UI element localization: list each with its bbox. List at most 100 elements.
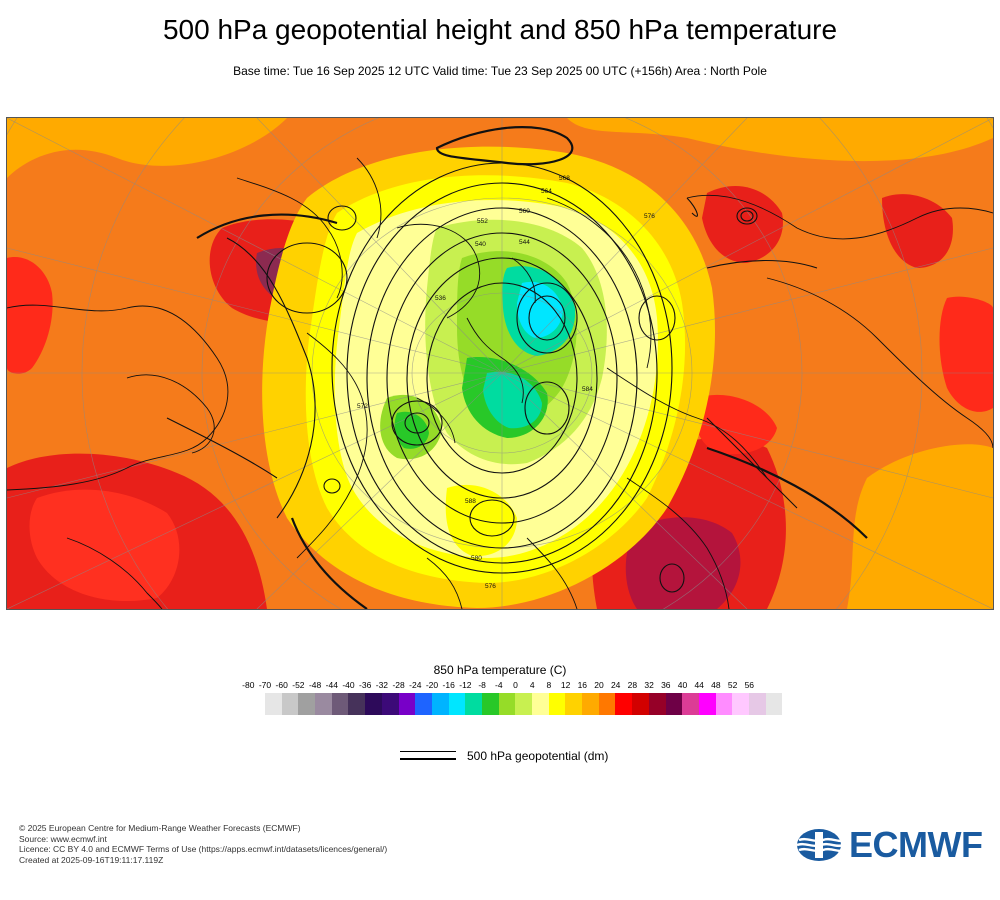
colorbar-tick-label: -4 — [495, 680, 503, 690]
temp-band-12 — [847, 444, 993, 609]
colorbar-tick-label: 24 — [610, 680, 621, 690]
colorbar-swatch — [348, 693, 366, 715]
contour-label: 568 — [559, 175, 570, 182]
contour-labels: 536 540 544 552 560 564 568 576 584 588 … — [357, 175, 655, 590]
ecmwf-logo[interactable]: ECMWF — [795, 824, 985, 865]
colorbar-tick-label: 8 — [546, 680, 552, 690]
temp-band-12 — [567, 118, 993, 162]
colorbar-swatch — [582, 693, 599, 715]
colorbar-swatch — [381, 693, 399, 715]
colorbar-tick-label: -36 — [359, 680, 372, 690]
footer-credits: © 2025 European Centre for Medium-Range … — [19, 823, 387, 865]
coastlines — [7, 157, 993, 609]
colorbar-swatch — [515, 693, 532, 715]
colorbar-swatch — [565, 693, 583, 715]
temp-band-minus16 — [517, 281, 563, 338]
colorbar-swatch — [431, 693, 449, 715]
chart-title: 500 hPa geopotential height and 850 hPa … — [162, 14, 838, 45]
map-canvas: 536 540 544 552 560 564 568 576 584 588 … — [7, 118, 993, 609]
colorbar-tick-label: -24 — [409, 680, 422, 690]
contour-label: 588 — [465, 498, 476, 505]
hot-region — [29, 489, 180, 602]
colorbar-tick-label: -12 — [459, 680, 472, 690]
contour-label: 576 — [485, 583, 496, 590]
contour-label: 544 — [519, 239, 530, 246]
temp-band-12 — [7, 118, 287, 178]
colorbar-swatch — [331, 693, 349, 715]
colorbar-swatch — [315, 693, 332, 715]
colorbar-tick-label: 56 — [744, 680, 755, 690]
contour-label: 576 — [644, 213, 655, 220]
colorbar-swatch — [298, 693, 316, 715]
hot-region — [702, 185, 783, 263]
contour-label: 552 — [477, 218, 488, 225]
colorbar-swatch — [481, 693, 499, 715]
colorbar-tick-label: 40 — [677, 680, 688, 690]
contour-label: 536 — [435, 295, 446, 302]
contour-label: 540 — [475, 241, 486, 248]
colorbar-tick-label: -8 — [478, 680, 486, 690]
colorbar-swatch — [682, 693, 699, 715]
colorbar-tick-label: 36 — [661, 680, 671, 690]
geopotential-legend-swatch — [400, 748, 456, 762]
colorbar-swatch — [532, 693, 549, 715]
very-hot-region — [625, 517, 741, 609]
colorbar-tick-label: -32 — [375, 680, 389, 690]
copyright-line: © 2025 European Centre for Medium-Range … — [19, 823, 301, 833]
colorbar-swatch — [648, 693, 666, 715]
colorbar-tick-label: 48 — [711, 680, 721, 690]
colorbar-tick-label: 4 — [529, 680, 535, 690]
colorbar-title: 850 hPa temperature (C) — [433, 663, 567, 677]
hot-region — [693, 394, 777, 455]
temp-band-minus12 — [483, 371, 542, 429]
colorbar-swatch — [615, 693, 633, 715]
contour-label: 580 — [471, 555, 482, 562]
colorbar-tick-label: 44 — [694, 680, 704, 690]
colorbar-swatch — [265, 693, 282, 715]
created-line: Created at 2025-09-16T19:11:17.119Z — [19, 854, 164, 865]
colorbar-swatch — [498, 693, 516, 715]
colorbar-swatch — [398, 693, 416, 715]
colorbar-tick-labels: -80 -70 -60 -52 -48 -44 -40 -36 -32 -28 -24 -20 -16-… — [239, 680, 761, 692]
colorbar-swatch — [465, 693, 482, 715]
colorbar-tick-label: -20 — [425, 680, 439, 690]
colorbar-tick-label: -44 — [325, 680, 338, 690]
colorbar-tick-label: 28 — [627, 680, 638, 690]
geopotential-legend-label: 500 hPa geopotential (dm) — [467, 749, 609, 763]
colorbar-tick-label: 52 — [727, 680, 738, 690]
colorbar-swatch — [548, 693, 566, 715]
colorbar-swatch — [732, 693, 749, 715]
colorbar-tick-label: 0 — [513, 680, 518, 690]
colorbar-tick-label: -16 — [442, 680, 455, 690]
colorbar-tick-label: -60 — [275, 680, 288, 690]
hot-region — [882, 194, 953, 268]
ecmwf-logo-text: ECMWF — [849, 824, 983, 865]
colorbar-tick-label: -52 — [292, 680, 305, 690]
north-pole-map[interactable]: 536 540 544 552 560 564 568 576 584 588 … — [6, 117, 994, 610]
colorbar-swatch — [415, 693, 432, 715]
colorbar-tick-label: -48 — [308, 680, 322, 690]
geopotential-contours — [166, 126, 868, 609]
ecmwf-logo-icon — [796, 829, 843, 861]
contour-label: 584 — [582, 386, 593, 393]
colorbar-tick-label: 12 — [560, 680, 571, 690]
colorbar-swatch — [698, 693, 716, 715]
colorbar-swatch — [748, 693, 766, 715]
colorbar-tick-label: -40 — [342, 680, 355, 690]
colorbar-swatch — [765, 693, 783, 715]
hot-region — [7, 257, 53, 374]
temperature-colorbar — [265, 693, 783, 715]
contour-label: 572 — [357, 403, 368, 410]
contour-label: 564 — [541, 188, 552, 195]
colorbar-swatch — [715, 693, 733, 715]
colorbar-swatch — [448, 693, 466, 715]
contour-label: 560 — [519, 208, 530, 215]
colorbar-tick-label: 32 — [644, 680, 654, 690]
graticule — [7, 118, 993, 609]
colorbar-swatch — [598, 693, 616, 715]
colorbar-tick-label: 16 — [577, 680, 588, 690]
colorbar-swatch — [632, 693, 649, 715]
colorbar-swatch — [365, 693, 382, 715]
colorbar-tick-label: 20 — [594, 680, 604, 690]
colorbar-tick-label: -80 — [242, 680, 255, 690]
